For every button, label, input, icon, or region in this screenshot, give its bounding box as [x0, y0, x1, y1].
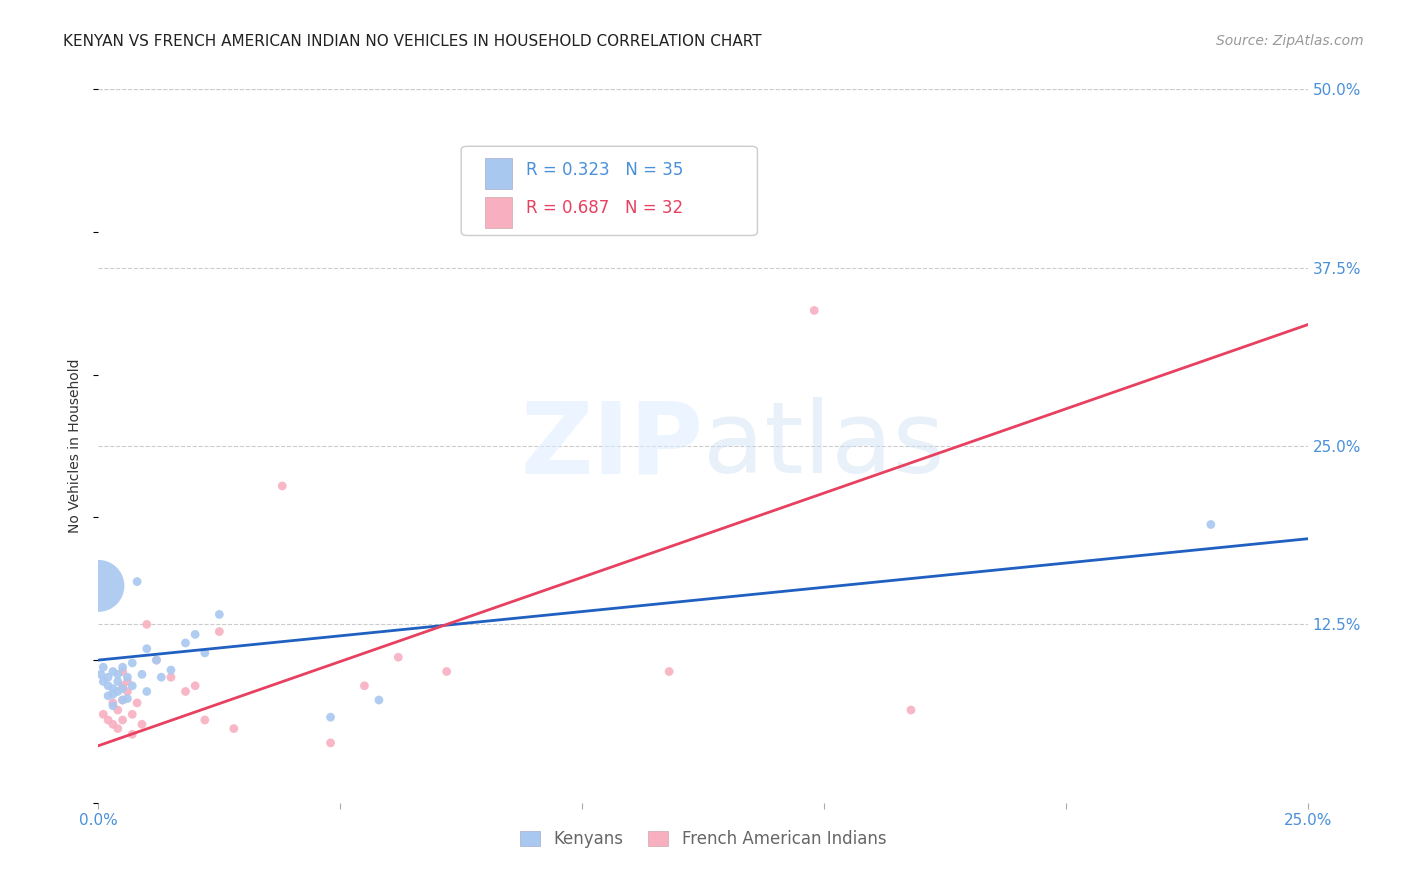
Point [127, 696, 149, 710]
Point [131, 667, 153, 681]
Point [145, 653, 167, 667]
Point [111, 713, 134, 727]
Point [117, 691, 139, 706]
Point [658, 665, 681, 679]
Point [121, 707, 143, 722]
Point [900, 703, 922, 717]
Point [184, 679, 207, 693]
Text: KENYAN VS FRENCH AMERICAN INDIAN NO VEHICLES IN HOUSEHOLD CORRELATION CHART: KENYAN VS FRENCH AMERICAN INDIAN NO VEHI… [63, 34, 762, 49]
Point [184, 627, 207, 641]
Point [111, 665, 134, 679]
Text: atlas: atlas [703, 398, 945, 494]
Point [101, 698, 124, 713]
FancyBboxPatch shape [461, 146, 758, 235]
Point [121, 656, 143, 670]
Point [111, 679, 134, 693]
Point [91, 674, 114, 689]
Point [436, 665, 458, 679]
Point [121, 679, 143, 693]
Point [121, 727, 143, 741]
Point [160, 663, 183, 677]
Point [174, 636, 197, 650]
Point [97, 679, 120, 693]
Text: ZIP: ZIP [520, 398, 703, 494]
Bar [485, 196, 512, 228]
Point [135, 641, 157, 656]
Point [97, 670, 120, 684]
Y-axis label: No Vehicles in Household: No Vehicles in Household [69, 359, 83, 533]
Point [107, 667, 129, 681]
Point [117, 674, 139, 689]
Point [117, 670, 139, 684]
Text: R = 0.687   N = 32: R = 0.687 N = 32 [526, 200, 683, 218]
Point [1199, 517, 1222, 532]
Point [111, 693, 134, 707]
Point [97, 689, 120, 703]
Legend: Kenyans, French American Indians: Kenyans, French American Indians [513, 824, 893, 855]
Point [174, 684, 197, 698]
Point [107, 703, 129, 717]
Point [101, 687, 124, 701]
Point [131, 717, 153, 731]
Point [271, 479, 294, 493]
Point [91, 707, 114, 722]
Point [91, 660, 114, 674]
Point [111, 681, 134, 696]
Point [160, 670, 183, 684]
Point [135, 684, 157, 698]
Point [117, 684, 139, 698]
Point [101, 696, 124, 710]
Point [194, 713, 217, 727]
Point [208, 624, 231, 639]
Text: R = 0.323   N = 35: R = 0.323 N = 35 [526, 161, 683, 178]
Point [368, 693, 391, 707]
Point [127, 574, 149, 589]
Bar [485, 158, 512, 189]
Point [387, 650, 409, 665]
Point [107, 684, 129, 698]
Point [111, 693, 134, 707]
Point [101, 717, 124, 731]
Point [135, 617, 157, 632]
Point [107, 722, 129, 736]
Point [150, 670, 173, 684]
Point [111, 660, 134, 674]
Point [97, 713, 120, 727]
Point [222, 722, 245, 736]
Point [803, 303, 825, 318]
Point [101, 681, 124, 696]
Point [145, 653, 167, 667]
Text: Source: ZipAtlas.com: Source: ZipAtlas.com [1216, 34, 1364, 48]
Point [87, 579, 110, 593]
Point [90, 667, 112, 681]
Point [353, 679, 375, 693]
Point [319, 736, 342, 750]
Point [101, 665, 124, 679]
Point [319, 710, 342, 724]
Point [194, 646, 217, 660]
Point [208, 607, 231, 622]
Point [107, 674, 129, 689]
